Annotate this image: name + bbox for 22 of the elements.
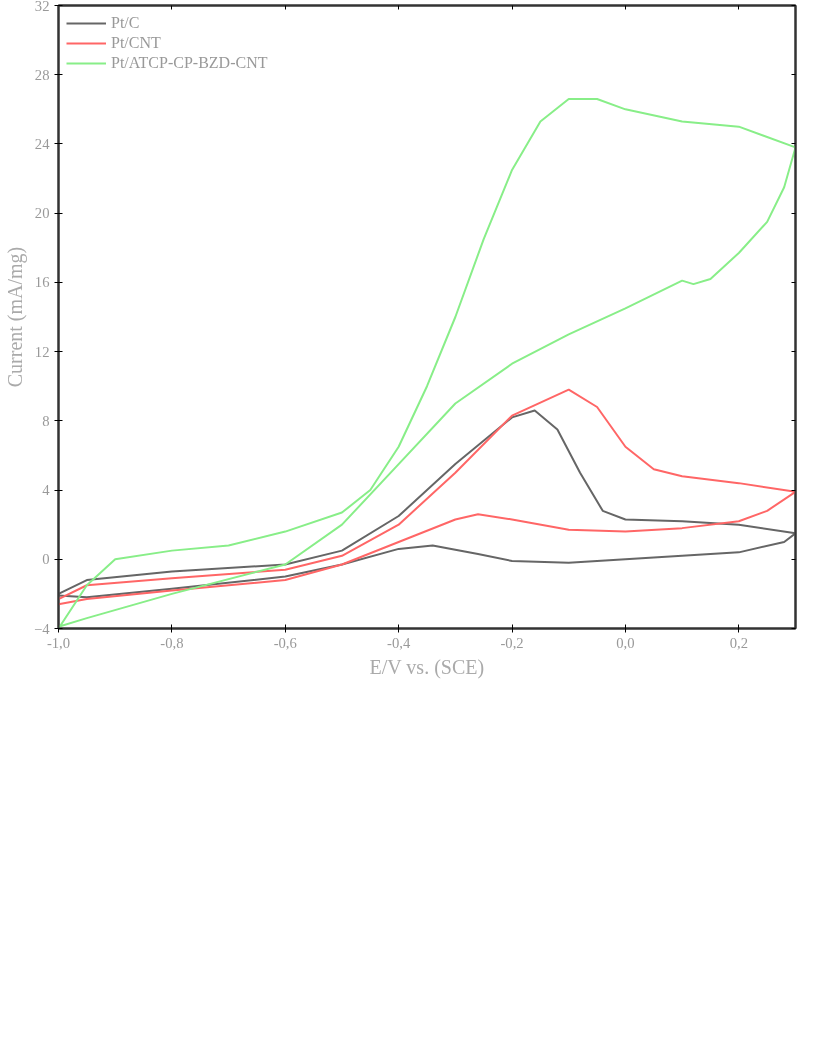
legend-label: Pt/ATCP-CP-BZD-CNT bbox=[111, 54, 268, 72]
y-tick-label: 16 bbox=[34, 274, 50, 291]
y-tick-label: 28 bbox=[34, 66, 50, 83]
legend-label: Pt/CNT bbox=[111, 34, 161, 52]
y-tick-label: 20 bbox=[34, 205, 50, 222]
x-tick-label: -0,2 bbox=[500, 634, 524, 651]
x-tick-label: -1,0 bbox=[46, 634, 71, 651]
x-tick-label: 0,2 bbox=[729, 634, 748, 651]
x-tick-label: -0,4 bbox=[387, 634, 411, 651]
y-axis-title: Current (mA/mg) bbox=[3, 246, 27, 388]
y-tick-label: 0 bbox=[42, 551, 50, 568]
y-tick-label: 32 bbox=[34, 0, 50, 14]
y-tick-label: 12 bbox=[34, 343, 50, 360]
x-axis-title: E/V vs. (SCE) bbox=[369, 655, 485, 679]
x-tick-label: -0,8 bbox=[160, 634, 184, 651]
x-tick-label: -0,6 bbox=[273, 634, 297, 651]
y-tick-label: −4 bbox=[33, 620, 51, 637]
legend-label: Pt/C bbox=[111, 14, 140, 32]
y-tick-label: 24 bbox=[34, 135, 51, 152]
y-tick-label: 8 bbox=[42, 412, 50, 429]
y-tick-label: 4 bbox=[42, 482, 51, 499]
x-tick-label: 0,0 bbox=[616, 634, 635, 651]
